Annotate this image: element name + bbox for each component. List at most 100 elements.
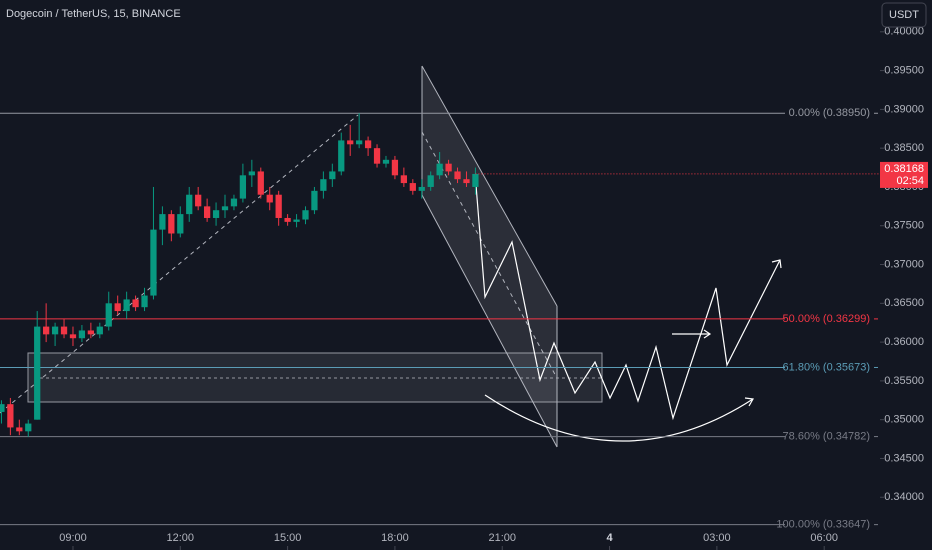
candle-body bbox=[186, 194, 193, 215]
candle-body bbox=[60, 326, 68, 335]
projection-path bbox=[475, 184, 781, 421]
arrow-head bbox=[703, 329, 712, 339]
x-tick-label: 06:00 bbox=[810, 532, 838, 544]
candle-body bbox=[105, 303, 112, 327]
last-price-box bbox=[880, 161, 928, 188]
candle-body bbox=[257, 171, 264, 195]
arrow-head bbox=[771, 259, 782, 269]
y-tick-label: 0.37500 bbox=[884, 220, 924, 232]
channel-edge bbox=[421, 65, 558, 307]
candle-body bbox=[356, 140, 363, 145]
candle-body bbox=[177, 214, 184, 234]
drawings bbox=[0, 65, 782, 448]
candle-body bbox=[150, 229, 157, 296]
fib-label: 50.00% (0.36299) bbox=[783, 313, 870, 325]
y-tick-label: 0.36000 bbox=[884, 336, 924, 348]
candle-body bbox=[347, 140, 354, 145]
candle-body bbox=[7, 404, 14, 428]
candle-body bbox=[364, 140, 372, 149]
candle-body bbox=[320, 179, 327, 191]
x-tick-label: 15:00 bbox=[274, 532, 302, 544]
candle-body bbox=[454, 171, 461, 180]
channel-mid bbox=[421, 131, 558, 379]
y-tick-label: 0.37000 bbox=[884, 258, 924, 270]
candle-body bbox=[409, 183, 416, 191]
candle-body bbox=[69, 334, 77, 339]
fib-label: 78.60% (0.34782) bbox=[783, 430, 870, 442]
y-tick-label: 0.35500 bbox=[884, 375, 924, 387]
candle-body bbox=[203, 206, 211, 218]
axes: 0.34000 0.34500 0.35000 0.35500 0.36000 0.365… bbox=[59, 26, 928, 550]
candle-body bbox=[248, 171, 255, 176]
channel-fill bbox=[422, 66, 557, 447]
x-tick-label: 21:00 bbox=[488, 532, 516, 544]
candle-body bbox=[195, 194, 202, 207]
candle-body bbox=[141, 295, 148, 308]
candle-body bbox=[329, 171, 336, 180]
candle-body bbox=[436, 163, 443, 176]
candle-body bbox=[275, 194, 282, 218]
channel-edge bbox=[421, 194, 558, 448]
x-tick-label: 03:00 bbox=[703, 532, 731, 544]
currency-button[interactable] bbox=[881, 2, 927, 28]
currency[interactable]: USDT bbox=[889, 9, 919, 21]
candle-body bbox=[293, 219, 300, 222]
candle-body bbox=[0, 404, 5, 412]
candle-body bbox=[43, 326, 50, 335]
x-tick-label: 09:00 bbox=[59, 532, 87, 544]
candle-body bbox=[302, 210, 309, 220]
candle-body bbox=[212, 210, 220, 218]
candle-body bbox=[78, 330, 86, 339]
x-tick-label: 4 bbox=[606, 532, 613, 544]
candle-body bbox=[427, 175, 434, 187]
fib-label: 100.00% (0.33647) bbox=[776, 519, 870, 531]
countdown: 02:54 bbox=[896, 175, 924, 187]
candle-body bbox=[51, 326, 59, 335]
candle-body bbox=[34, 326, 41, 420]
candle-body bbox=[114, 303, 121, 312]
candle-body bbox=[159, 214, 166, 230]
fib-label: 0.00% (0.38950) bbox=[789, 107, 870, 119]
chart-title: Dogecoin / TetherUS, 15, BINANCE bbox=[6, 8, 181, 20]
curve-arrow bbox=[484, 394, 754, 442]
candle-body bbox=[239, 175, 247, 199]
candle-body bbox=[311, 190, 318, 211]
candle-body bbox=[373, 148, 381, 164]
trend-line bbox=[0, 114, 359, 414]
candles bbox=[0, 113, 479, 437]
candle-body bbox=[96, 326, 103, 335]
y-tick-label: 0.38500 bbox=[884, 142, 924, 154]
zone-rect bbox=[27, 352, 603, 403]
y-tick-label: 0.39000 bbox=[884, 103, 924, 115]
arrow-head bbox=[744, 397, 754, 407]
y-tick-label: 0.40000 bbox=[884, 26, 924, 38]
candle-body bbox=[418, 186, 425, 191]
candle-body bbox=[132, 299, 139, 308]
candle-body bbox=[87, 330, 94, 335]
candle-body bbox=[338, 140, 345, 172]
candle-body bbox=[382, 159, 390, 164]
y-tick-label: 0.34500 bbox=[884, 452, 924, 464]
candle-body bbox=[221, 206, 229, 211]
y-tick-label: 0.34000 bbox=[884, 491, 924, 503]
candle-body bbox=[391, 159, 399, 176]
x-tick-label: 18:00 bbox=[381, 532, 409, 544]
candle-body bbox=[445, 163, 452, 172]
fib-label: 61.80% (0.35673) bbox=[783, 361, 870, 373]
candle-body bbox=[123, 299, 130, 312]
candle-body bbox=[25, 423, 32, 432]
candle-body bbox=[472, 173, 479, 187]
candle-body bbox=[266, 194, 273, 203]
candle-body bbox=[168, 214, 175, 234]
x-tick-label: 12:00 bbox=[167, 532, 195, 544]
candle-body bbox=[16, 427, 23, 432]
candle-body bbox=[463, 179, 470, 184]
y-tick-label: 0.36500 bbox=[884, 297, 924, 309]
candle-body bbox=[230, 198, 238, 207]
y-tick-label: 0.39500 bbox=[884, 64, 924, 76]
last-price-label: 0.38168 bbox=[884, 163, 924, 175]
fib-levels: 0.00% (0.38950) 50.00% (0.36299) 61.80% (0… bbox=[0, 107, 878, 531]
candle-body bbox=[284, 217, 291, 222]
candle-body bbox=[400, 175, 407, 184]
